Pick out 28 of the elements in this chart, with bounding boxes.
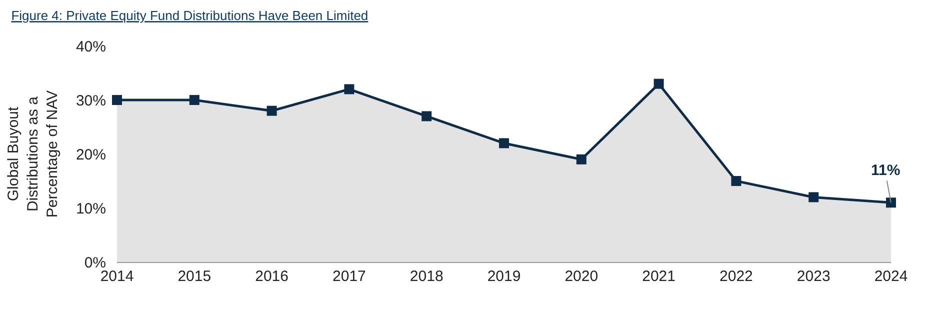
y-tick-label: 20%	[76, 146, 106, 164]
x-tick-label: 2022	[720, 268, 753, 285]
x-tick-label: 2024	[874, 268, 908, 285]
x-tick-label: 2015	[178, 268, 212, 285]
point	[422, 111, 432, 122]
point	[731, 176, 742, 186]
point	[112, 95, 122, 105]
x-tick-label: 2017	[332, 268, 366, 285]
point	[808, 192, 819, 202]
point	[499, 138, 509, 148]
y-tick-label: 30%	[76, 92, 106, 110]
y-axis-title: Global Buyout Distributions as a Percentage of NAV	[5, 90, 62, 218]
x-tick-label: 2023	[796, 268, 830, 285]
x-tick-label: 2020	[564, 268, 598, 285]
point	[576, 154, 586, 164]
point	[344, 84, 354, 94]
chart-title: Figure 4: Private Equity Fund Distributions Have Been Limited	[11, 8, 368, 24]
point	[266, 106, 277, 116]
data-label: 11%	[871, 162, 900, 179]
y-tick-label: 10%	[76, 200, 106, 218]
point	[654, 78, 664, 89]
y-tick-label: 40%	[76, 38, 106, 56]
x-tick-label: 2018	[410, 268, 444, 285]
x-tick-label: 2019	[487, 268, 521, 285]
x-tick-label: 2021	[642, 268, 676, 285]
point	[189, 95, 200, 105]
point	[886, 198, 896, 208]
x-tick-label: 2016	[255, 268, 288, 285]
